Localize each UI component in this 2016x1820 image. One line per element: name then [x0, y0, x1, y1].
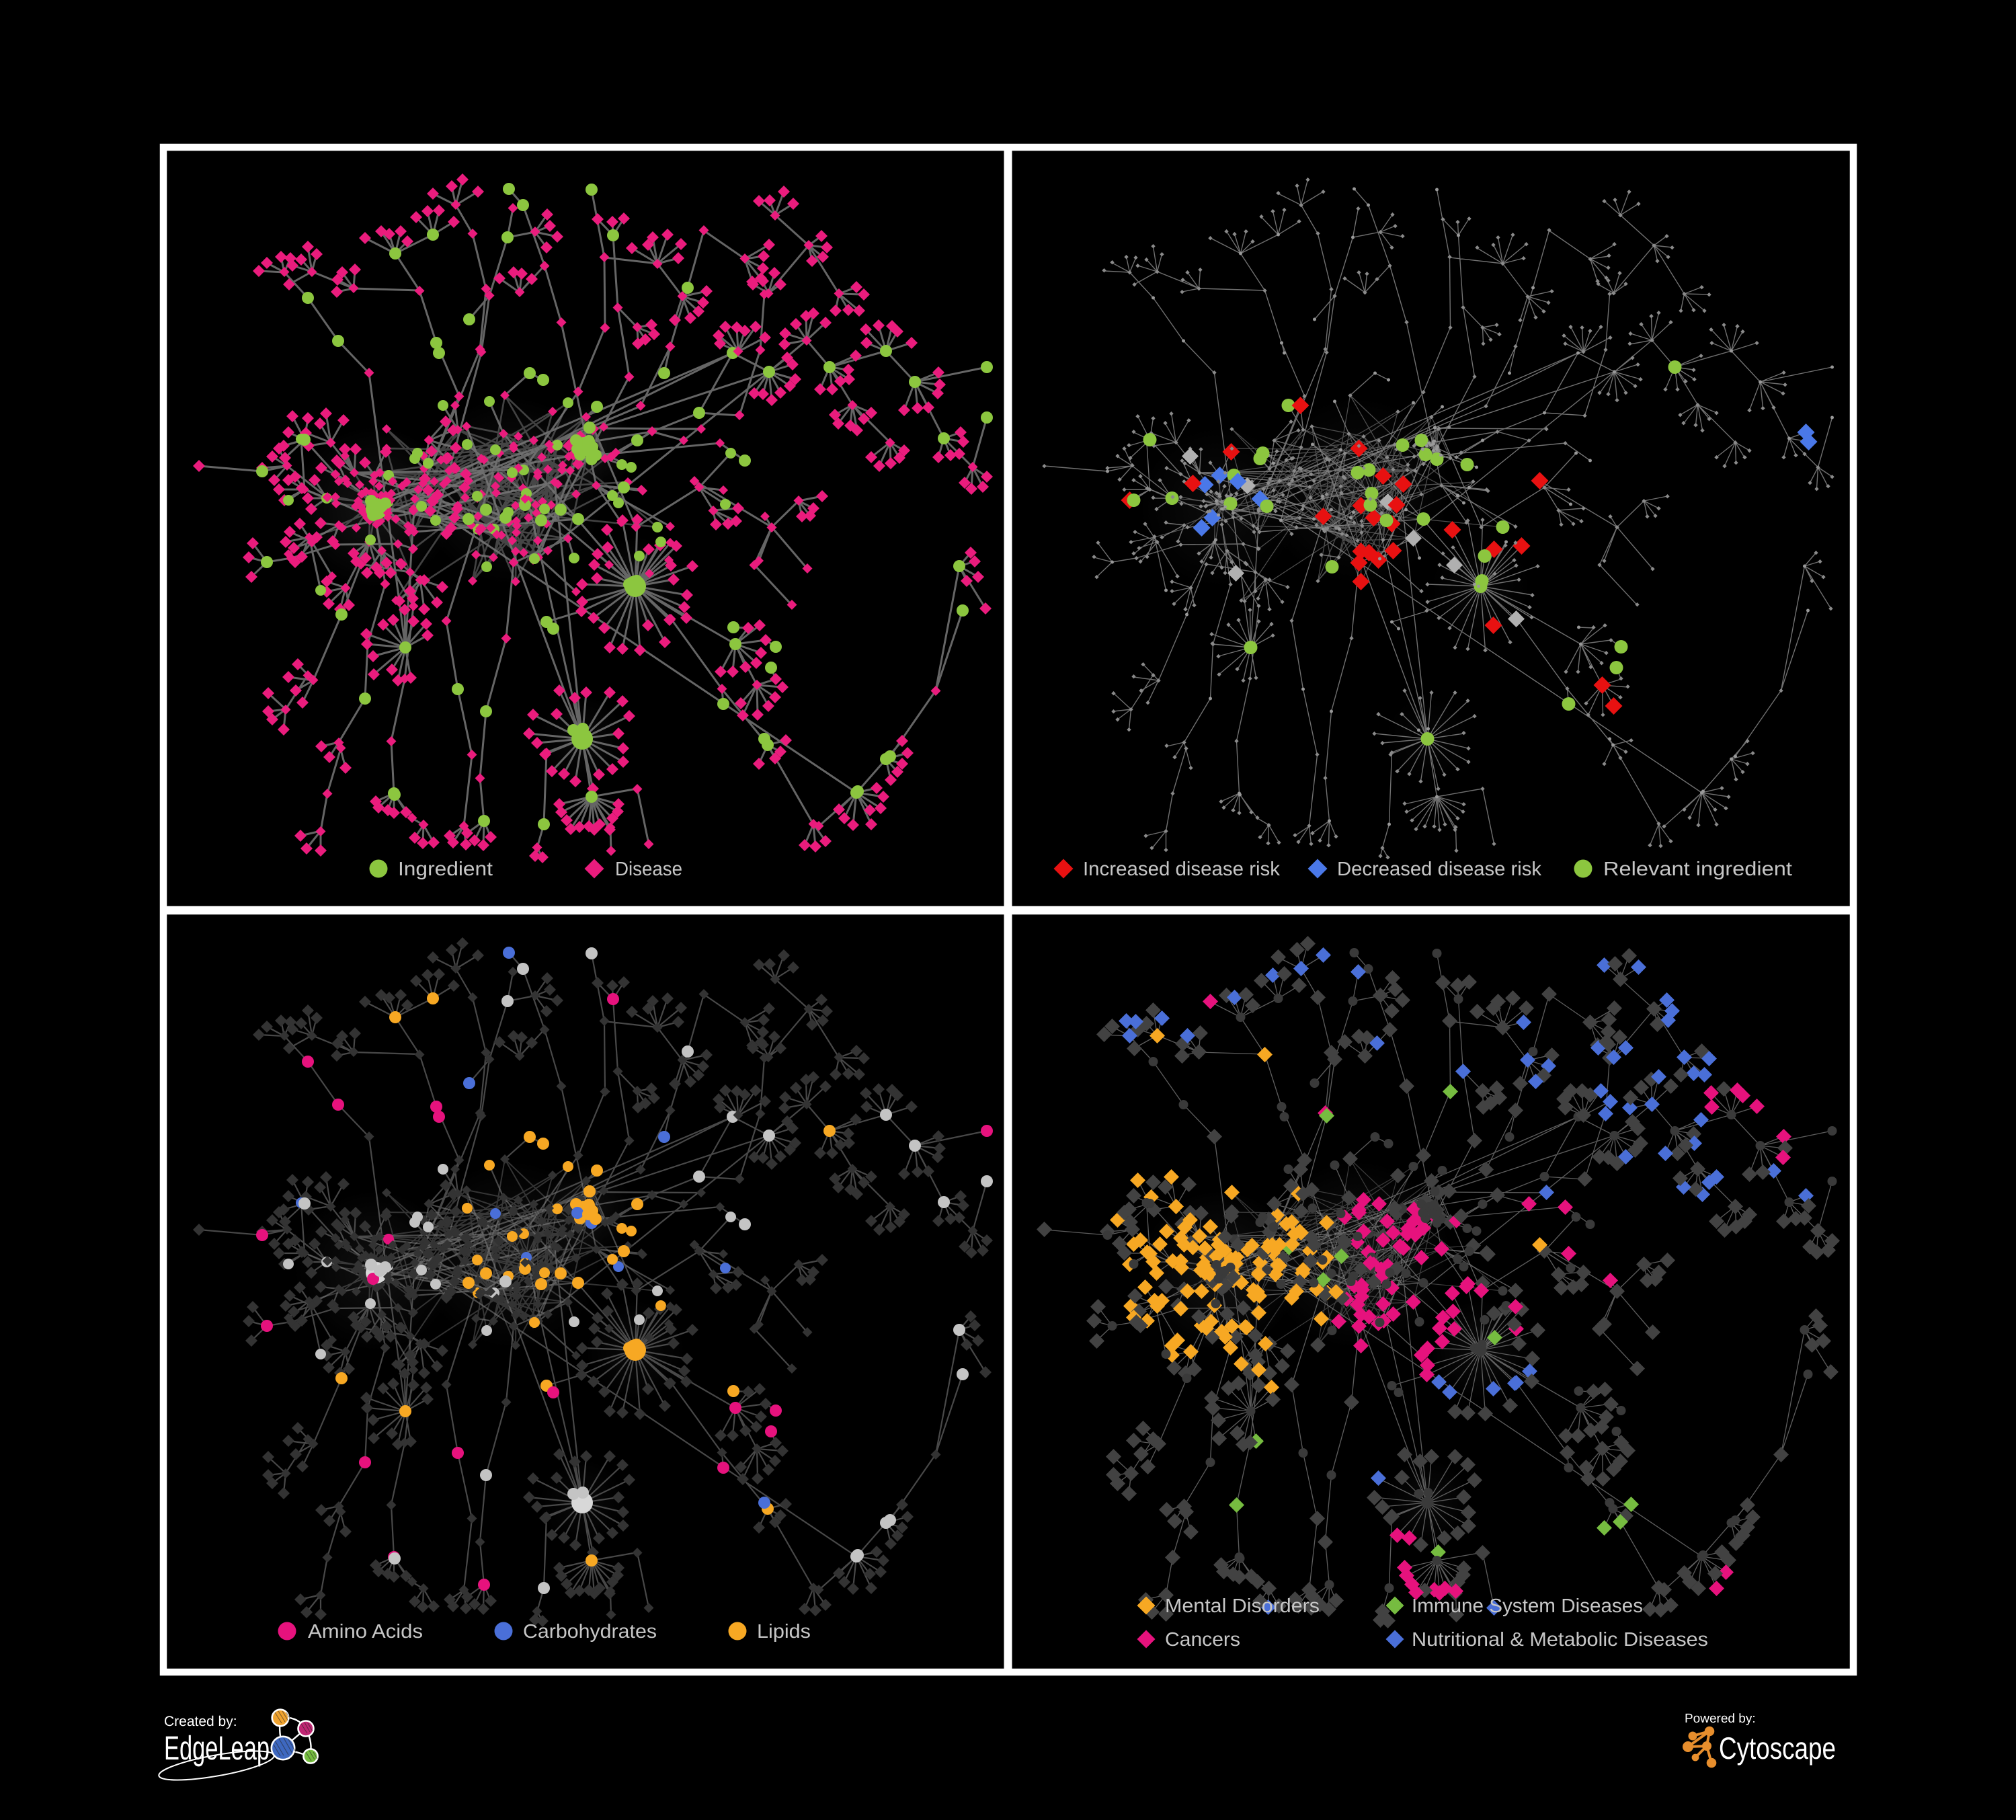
svg-text:Created by:: Created by: [164, 1714, 237, 1729]
svg-text:EdgeLeap: EdgeLeap [164, 1729, 270, 1767]
svg-text:Carbohydrates: Carbohydrates [523, 1621, 657, 1643]
svg-text:Cytoscape: Cytoscape [1719, 1731, 1836, 1766]
svg-text:Decreased disease risk: Decreased disease risk [1337, 859, 1541, 880]
svg-text:Relevant ingredient: Relevant ingredient [1603, 859, 1792, 880]
svg-text:Mental Disorders: Mental Disorders [1165, 1595, 1320, 1617]
svg-text:Amino Acids: Amino Acids [308, 1621, 423, 1643]
svg-text:Powered by:: Powered by: [1685, 1712, 1756, 1726]
svg-text:Increased disease risk: Increased disease risk [1083, 859, 1281, 880]
svg-text:Ingredient: Ingredient [398, 859, 493, 880]
svg-text:Cancers: Cancers [1165, 1629, 1240, 1651]
svg-text:Immune System Diseases: Immune System Diseases [1412, 1595, 1643, 1617]
svg-text:Disease: Disease [615, 859, 682, 880]
svg-text:Lipids: Lipids [757, 1621, 811, 1643]
svg-text:Nutritional & Metabolic Diseas: Nutritional & Metabolic Diseases [1412, 1629, 1708, 1651]
